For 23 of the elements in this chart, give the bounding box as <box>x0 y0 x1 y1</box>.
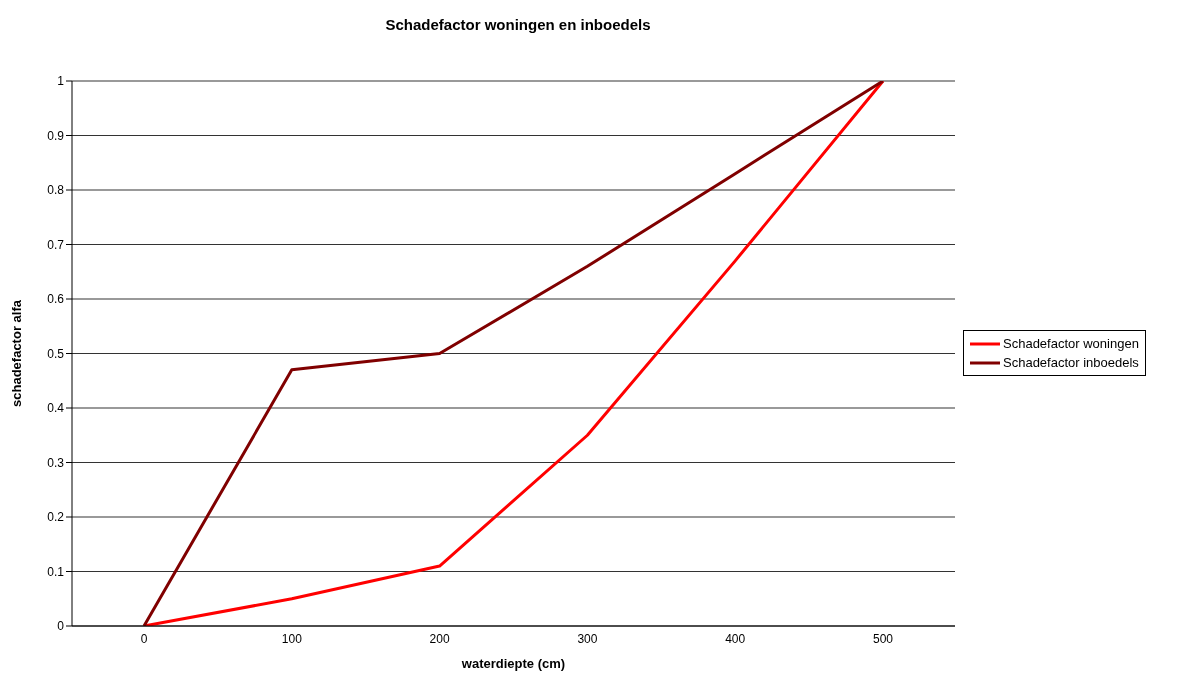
legend-label: Schadefactor woningen <box>1003 335 1139 353</box>
y-tick-label: 0.9 <box>47 128 65 143</box>
y-tick-label: 0.4 <box>47 401 65 416</box>
y-tick-label: 0.3 <box>47 455 65 470</box>
x-tick-label: 400 <box>725 631 746 646</box>
y-tick-label: 1 <box>57 74 65 89</box>
x-tick-label: 0 <box>140 631 148 646</box>
chart-title: Schadefactor woningen en inboedels <box>384 16 652 33</box>
y-tick-label: 0 <box>57 619 65 634</box>
y-tick-label: 0.1 <box>47 564 65 579</box>
x-axis-title: waterdiepte (cm) <box>460 656 566 671</box>
legend-label: Schadefactor inboedels <box>1003 354 1139 372</box>
y-tick-label: 0.7 <box>47 237 65 252</box>
x-tick-label: 100 <box>281 631 303 646</box>
line-series <box>142 81 885 626</box>
x-tick-label: 500 <box>872 631 894 646</box>
x-tick-label: 300 <box>577 631 598 646</box>
y-tick-label: 0.5 <box>47 346 65 361</box>
y-tick-label: 0.2 <box>47 510 65 525</box>
x-tick-label: 200 <box>429 631 450 646</box>
y-axis-title: schadefactor alfa <box>8 299 24 407</box>
y-tick-label: 0.6 <box>47 292 65 307</box>
y-tick-label: 0.8 <box>47 183 65 198</box>
